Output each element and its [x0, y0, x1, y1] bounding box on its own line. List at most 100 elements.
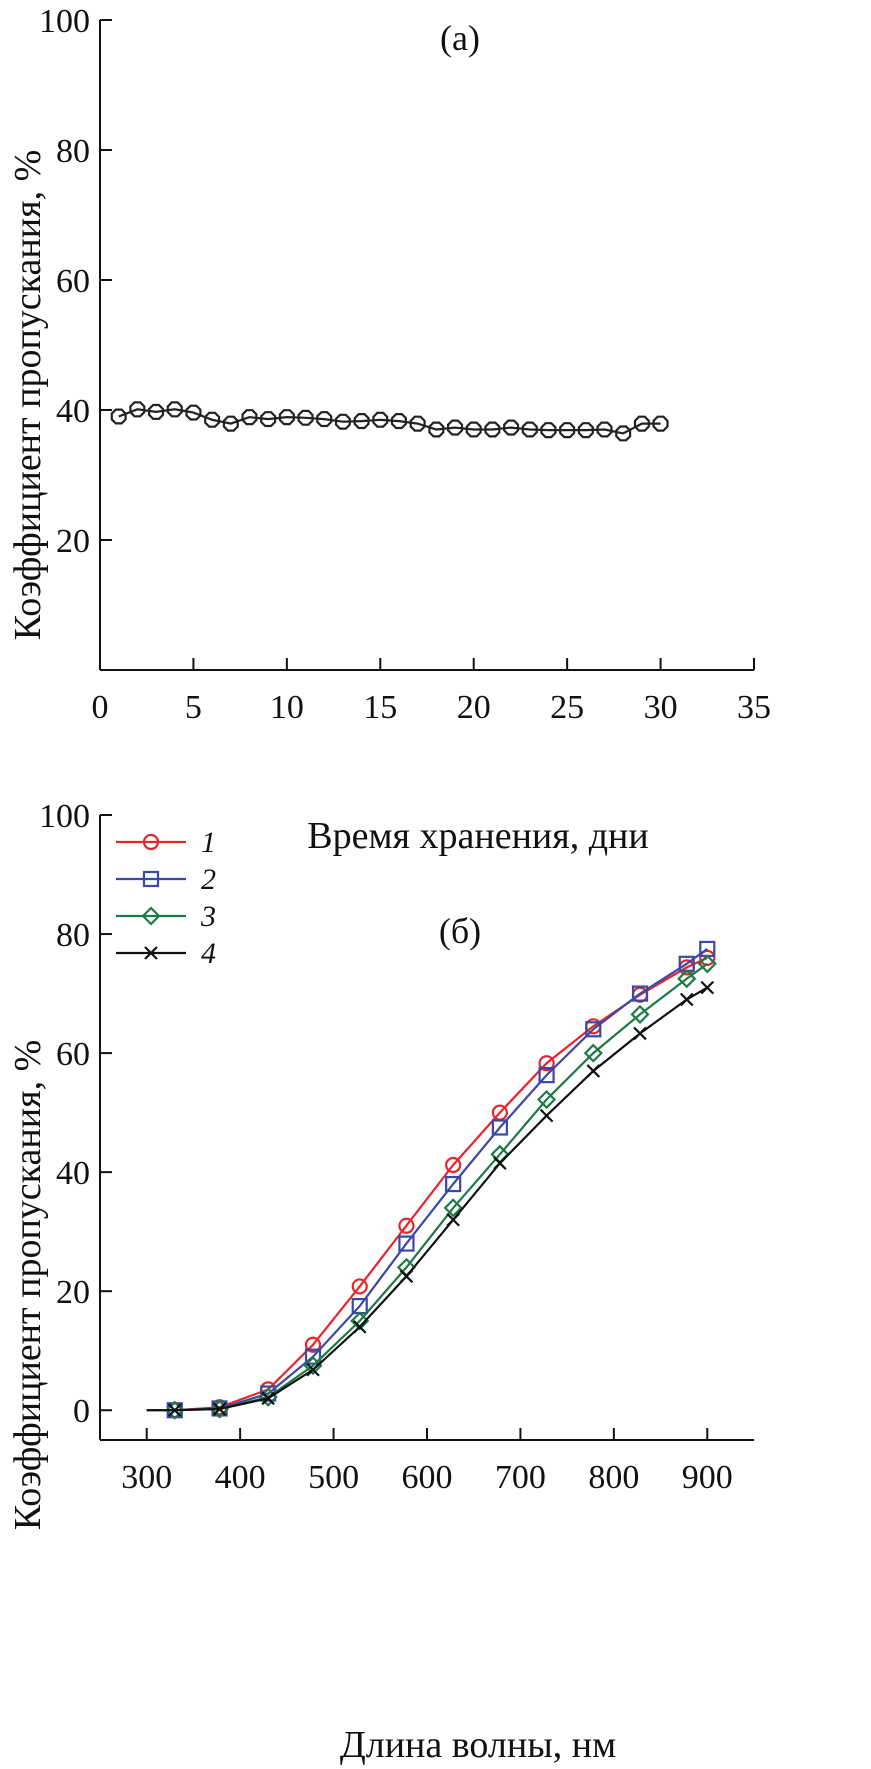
series-line-b-3	[146, 962, 708, 1412]
data-point-b-4	[352, 1320, 367, 1334]
x-tick-label-a: 10	[270, 689, 304, 726]
data-point-b-4	[212, 1402, 227, 1416]
data-point-a-1	[447, 419, 464, 436]
data-point-a-1	[222, 415, 239, 432]
x-tick-label-b: 400	[215, 1459, 266, 1496]
y-tick-label-b: 40	[56, 1155, 90, 1192]
x-axis-label-a: Время хранения, дни	[307, 815, 648, 857]
data-point-b-3	[697, 954, 717, 974]
data-point-b-3	[165, 1400, 185, 1420]
data-point-b-4	[679, 992, 694, 1007]
data-point-b-4	[446, 1212, 460, 1227]
data-point-a-1	[316, 411, 333, 428]
data-point-b-4	[261, 1391, 275, 1406]
data-point-b-2	[445, 1175, 462, 1193]
data-point-a-1	[652, 415, 669, 432]
data-point-a-1	[334, 413, 351, 430]
x-tick-label-b: 600	[402, 1459, 453, 1496]
x-tick-label-b: 800	[588, 1459, 639, 1496]
x-tick-label-b: 700	[495, 1459, 546, 1496]
x-tick-label-a: 0	[92, 689, 109, 726]
series-line-b-1	[146, 956, 708, 1412]
data-point-b-1	[351, 1278, 368, 1295]
data-point-a-1	[260, 411, 277, 428]
data-point-b-4	[633, 1026, 647, 1041]
data-point-a-1	[166, 401, 183, 418]
data-point-b-3	[303, 1356, 323, 1376]
data-point-a-1	[129, 401, 146, 418]
y-tick-label-b: 60	[56, 1036, 90, 1073]
y-axis-label-a: Коэффициент пропускания, %	[7, 150, 49, 640]
legend-marker-4	[144, 946, 158, 960]
data-point-a-1	[110, 408, 127, 425]
x-tick-label-a: 30	[644, 689, 678, 726]
y-tick-label-b: 100	[39, 798, 90, 835]
data-point-b-2	[585, 1021, 602, 1038]
panel-label-b: (б)	[439, 911, 481, 951]
data-point-a-1	[596, 421, 613, 438]
data-point-b-4	[493, 1156, 507, 1170]
y-axis-label-b: Коэффициент пропускания, %	[7, 1040, 49, 1530]
data-point-a-1	[278, 409, 295, 426]
series-line-b-2	[146, 948, 708, 1412]
y-tick-label-b: 0	[73, 1393, 90, 1430]
x-tick-label-a: 15	[363, 689, 397, 726]
legend-label-2: 2	[201, 863, 216, 896]
x-tick-label-b: 500	[308, 1459, 359, 1496]
data-point-a-1	[484, 421, 501, 438]
data-point-b-3	[350, 1311, 370, 1331]
data-point-a-1	[577, 422, 594, 439]
data-point-b-1	[398, 1217, 415, 1234]
legend-marker-1	[142, 833, 160, 851]
data-point-b-3	[537, 1089, 557, 1110]
data-point-a-1	[148, 403, 165, 420]
x-tick-label-b: 900	[682, 1459, 733, 1496]
data-point-a-1	[559, 422, 576, 439]
data-point-a-1	[465, 421, 482, 438]
data-point-a-1	[540, 422, 557, 439]
data-point-b-2	[304, 1348, 322, 1365]
data-point-b-3	[630, 1004, 650, 1024]
data-point-a-1	[633, 415, 650, 432]
data-point-b-1	[304, 1336, 322, 1353]
x-tick-label-a: 35	[737, 689, 771, 726]
data-point-b-4	[700, 980, 715, 995]
data-point-a-1	[503, 419, 520, 436]
y-tick-label-a: 80	[56, 133, 90, 170]
data-point-b-3	[210, 1399, 230, 1419]
y-tick-label-a: 40	[56, 393, 90, 430]
data-point-b-2	[398, 1235, 415, 1252]
data-point-b-2	[538, 1067, 555, 1084]
data-point-b-4	[399, 1269, 414, 1284]
x-tick-label-b: 300	[121, 1459, 172, 1496]
data-point-a-1	[204, 411, 221, 428]
data-point-a-1	[185, 404, 202, 421]
x-tick-label-a: 25	[550, 689, 584, 726]
panel-label-a: (а)	[440, 18, 480, 58]
data-point-b-4	[539, 1108, 554, 1123]
legend-label-3: 3	[200, 900, 216, 933]
x-axis-label-b: Длина волны, нм	[340, 1724, 616, 1766]
y-tick-label-a: 100	[39, 3, 90, 40]
data-point-a-1	[428, 421, 445, 438]
y-tick-label-b: 80	[56, 917, 90, 954]
data-point-b-3	[583, 1043, 603, 1063]
data-point-b-2	[631, 985, 649, 1002]
data-point-b-1	[445, 1156, 462, 1174]
y-tick-label-a: 60	[56, 263, 90, 300]
data-point-a-1	[521, 421, 538, 438]
chart-panel-b: (б) Коэффициент пропускания, % Длина вол…	[7, 798, 754, 1766]
legend-marker-2	[142, 870, 160, 888]
data-point-b-4	[167, 1403, 182, 1418]
data-point-b-3	[443, 1198, 463, 1218]
data-point-b-3	[677, 969, 697, 989]
legend-label-1: 1	[201, 826, 216, 859]
data-point-a-1	[372, 411, 389, 428]
data-point-b-2	[491, 1119, 508, 1136]
data-point-a-1	[409, 415, 426, 432]
data-point-a-1	[297, 409, 314, 426]
series-line-b-4	[146, 986, 708, 1412]
legend-label-4: 4	[201, 937, 216, 970]
data-point-a-1	[353, 413, 370, 430]
